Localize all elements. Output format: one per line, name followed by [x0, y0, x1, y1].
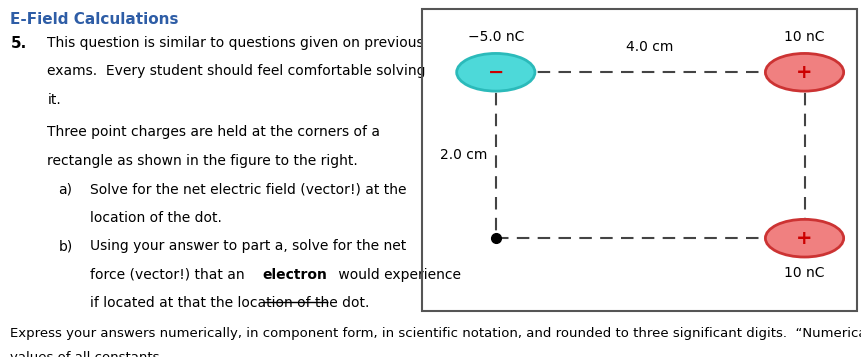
Text: 10 nC: 10 nC: [784, 30, 825, 44]
Text: −: −: [487, 63, 504, 82]
Text: 10 nC: 10 nC: [784, 266, 825, 280]
Text: 5.: 5.: [10, 36, 27, 51]
Text: if located at that the location of the dot.: if located at that the location of the d…: [90, 296, 369, 310]
Text: electron: electron: [263, 268, 327, 282]
Text: location of the dot.: location of the dot.: [90, 211, 222, 225]
Ellipse shape: [456, 54, 535, 91]
Text: values of all constants.: values of all constants.: [10, 351, 164, 357]
Text: E-Field Calculations: E-Field Calculations: [10, 12, 179, 27]
Text: +: +: [796, 229, 813, 248]
Text: it.: it.: [47, 93, 61, 107]
Text: would experience: would experience: [334, 268, 461, 282]
Text: b): b): [59, 239, 73, 253]
Text: Solve for the net electric field (vector!) at the: Solve for the net electric field (vector…: [90, 182, 407, 196]
Text: This question is similar to questions given on previous: This question is similar to questions gi…: [47, 36, 424, 50]
Ellipse shape: [765, 54, 844, 91]
Text: force (vector!) that an: force (vector!) that an: [90, 268, 250, 282]
Text: exams.  Every student should feel comfortable solving: exams. Every student should feel comfort…: [47, 64, 426, 78]
Text: 2.0 cm: 2.0 cm: [440, 148, 487, 162]
Text: 4.0 cm: 4.0 cm: [627, 40, 674, 54]
Text: +: +: [796, 63, 813, 82]
Text: rectangle as shown in the figure to the right.: rectangle as shown in the figure to the …: [47, 154, 358, 167]
Ellipse shape: [765, 219, 844, 257]
Text: Three point charges are held at the corners of a: Three point charges are held at the corn…: [47, 125, 381, 139]
Text: −5.0 nC: −5.0 nC: [468, 30, 524, 44]
Text: Using your answer to part a, solve for the net: Using your answer to part a, solve for t…: [90, 239, 406, 253]
Text: a): a): [59, 182, 72, 196]
Text: Express your answers numerically, in component form, in scientific notation, and: Express your answers numerically, in com…: [10, 327, 861, 340]
